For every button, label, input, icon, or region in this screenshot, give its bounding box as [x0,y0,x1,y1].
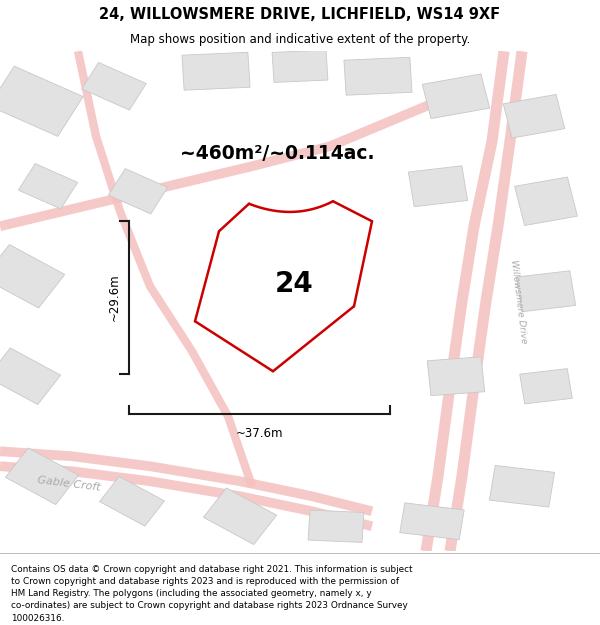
Text: ~460m²/~0.114ac.: ~460m²/~0.114ac. [180,144,374,163]
Polygon shape [5,448,79,504]
Text: HM Land Registry. The polygons (including the associated geometry, namely x, y: HM Land Registry. The polygons (includin… [11,589,371,598]
Polygon shape [520,369,572,404]
Polygon shape [195,201,372,371]
Text: ~29.6m: ~29.6m [107,274,121,321]
Polygon shape [308,510,364,542]
Text: to Crown copyright and database rights 2023 and is reproduced with the permissio: to Crown copyright and database rights 2… [11,577,399,586]
Polygon shape [400,503,464,539]
Polygon shape [344,58,412,95]
Polygon shape [517,271,575,312]
Text: Map shows position and indicative extent of the property.: Map shows position and indicative extent… [130,34,470,46]
Polygon shape [427,357,485,396]
Text: ~37.6m: ~37.6m [236,428,283,440]
Polygon shape [203,488,277,544]
Polygon shape [409,166,467,207]
Polygon shape [0,348,61,404]
Text: 24: 24 [275,270,313,298]
Polygon shape [19,164,77,209]
Polygon shape [422,74,490,119]
Polygon shape [515,177,577,226]
Polygon shape [0,244,65,308]
Text: Willowsmere Drive: Willowsmere Drive [509,259,529,344]
Polygon shape [82,62,146,110]
Polygon shape [182,52,250,90]
Polygon shape [503,94,565,138]
Polygon shape [109,169,167,214]
Polygon shape [272,50,328,82]
Text: 100026316.: 100026316. [11,614,64,622]
Text: Gable Croft: Gable Croft [37,475,101,492]
Text: 24, WILLOWSMERE DRIVE, LICHFIELD, WS14 9XF: 24, WILLOWSMERE DRIVE, LICHFIELD, WS14 9… [100,7,500,22]
Polygon shape [490,466,554,507]
Text: Contains OS data © Crown copyright and database right 2021. This information is : Contains OS data © Crown copyright and d… [11,564,412,574]
Text: co-ordinates) are subject to Crown copyright and database rights 2023 Ordnance S: co-ordinates) are subject to Crown copyr… [11,601,407,611]
Polygon shape [0,66,83,136]
Polygon shape [100,476,164,526]
